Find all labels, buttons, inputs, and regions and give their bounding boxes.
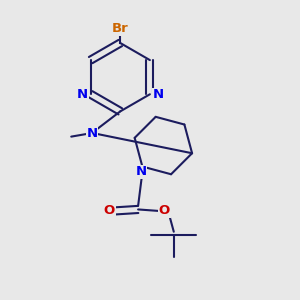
Text: O: O [104, 204, 115, 218]
Text: N: N [77, 88, 88, 101]
Text: N: N [153, 88, 164, 101]
Text: N: N [135, 165, 146, 178]
Text: O: O [159, 204, 170, 218]
Text: N: N [86, 127, 98, 140]
Text: Br: Br [112, 22, 129, 35]
